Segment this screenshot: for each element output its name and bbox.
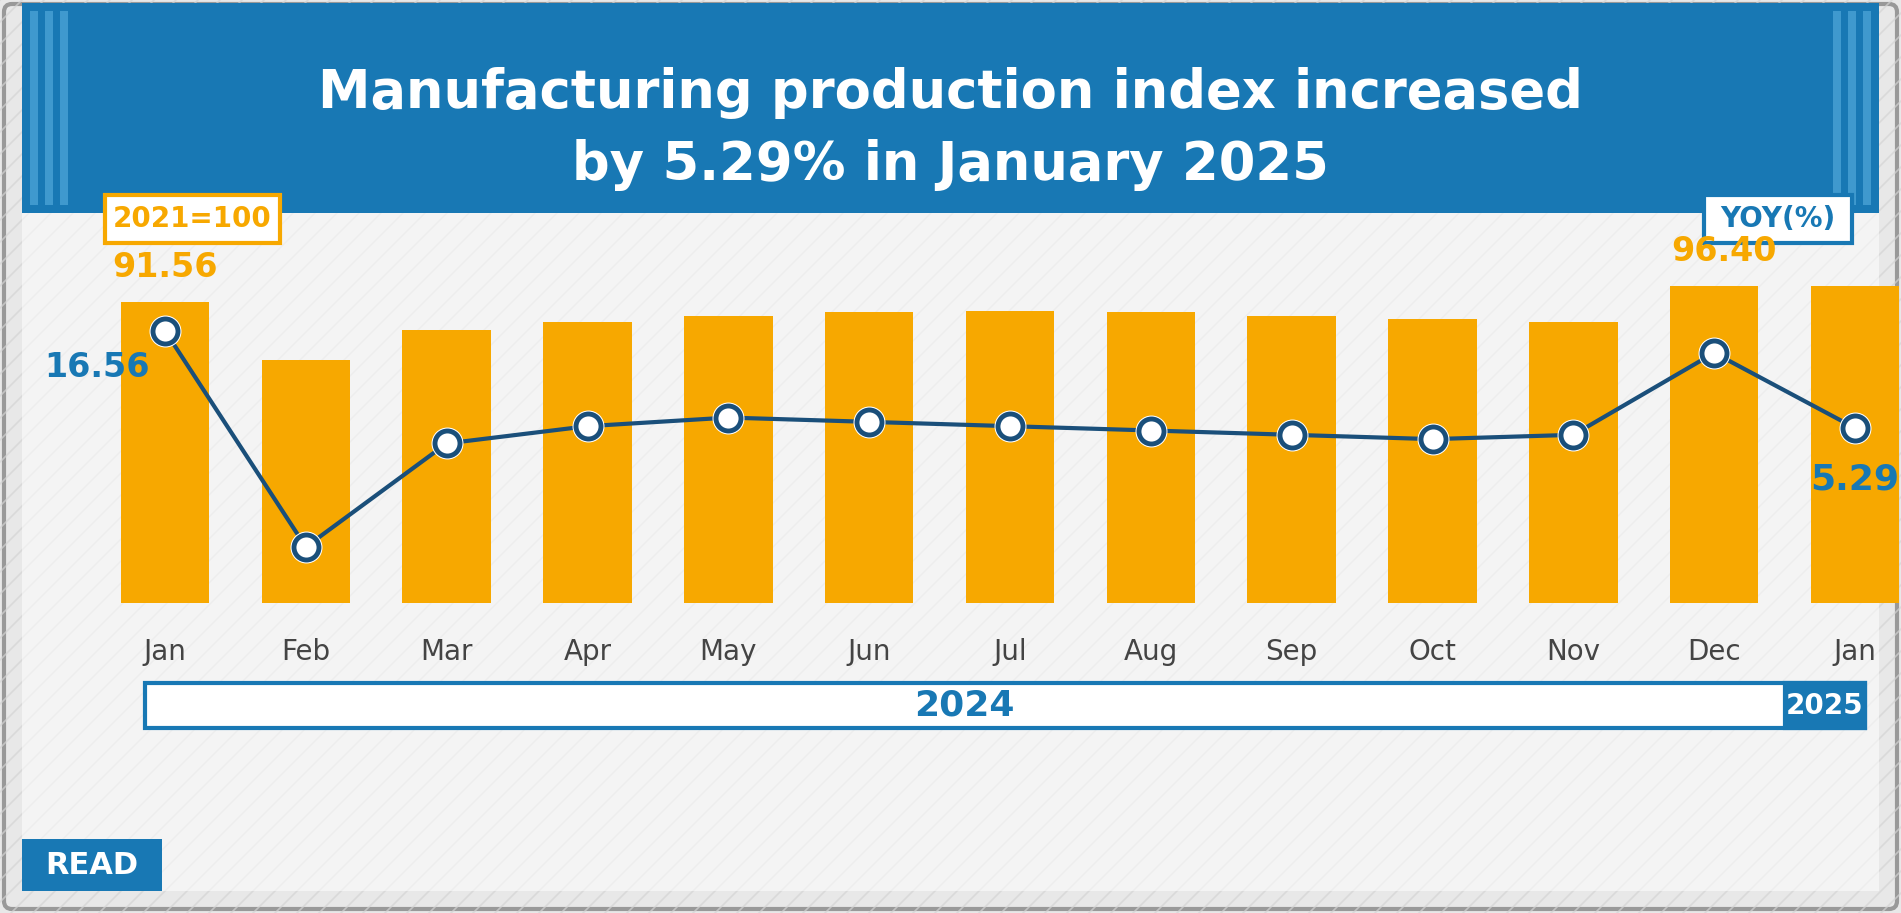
- Text: YOY(%): YOY(%): [1720, 205, 1836, 233]
- Text: Manufacturing production index increased: Manufacturing production index increased: [317, 67, 1582, 119]
- Bar: [122, 302, 209, 603]
- Text: Mar: Mar: [420, 638, 473, 666]
- Bar: [1247, 316, 1336, 603]
- Bar: [1106, 312, 1196, 603]
- Text: Sep: Sep: [1266, 638, 1317, 666]
- Text: 2021=100: 2021=100: [114, 205, 272, 233]
- Bar: [403, 331, 490, 603]
- Text: Jul: Jul: [992, 638, 1027, 666]
- Bar: [144, 683, 1865, 728]
- Bar: [23, 198, 1878, 891]
- Bar: [966, 310, 1055, 603]
- Bar: [1812, 287, 1899, 603]
- Text: May: May: [700, 638, 757, 666]
- Text: Jun: Jun: [848, 638, 892, 666]
- Text: Jan: Jan: [144, 638, 186, 666]
- Bar: [1669, 287, 1758, 603]
- Bar: [1703, 195, 1852, 243]
- Text: 96.40: 96.40: [1671, 236, 1777, 268]
- Text: Nov: Nov: [1546, 638, 1601, 666]
- Text: 2024: 2024: [914, 688, 1015, 722]
- Bar: [1848, 11, 1855, 205]
- Text: by 5.29% in January 2025: by 5.29% in January 2025: [572, 139, 1329, 191]
- Text: 5.29: 5.29: [1810, 463, 1899, 497]
- Text: 16.56: 16.56: [44, 351, 150, 383]
- Text: 91.56: 91.56: [112, 251, 219, 284]
- Bar: [105, 195, 279, 243]
- Text: Dec: Dec: [1688, 638, 1741, 666]
- Text: Feb: Feb: [281, 638, 331, 666]
- Bar: [1863, 11, 1871, 205]
- Text: Apr: Apr: [563, 638, 612, 666]
- FancyBboxPatch shape: [4, 4, 1897, 909]
- Bar: [30, 11, 38, 205]
- Bar: [46, 11, 53, 205]
- Bar: [544, 322, 631, 603]
- Text: 2025: 2025: [1785, 691, 1863, 719]
- Text: Aug: Aug: [1123, 638, 1179, 666]
- Bar: [1388, 319, 1477, 603]
- Bar: [684, 316, 772, 603]
- Text: Oct: Oct: [1409, 638, 1456, 666]
- Bar: [1528, 322, 1618, 603]
- Bar: [1833, 11, 1840, 205]
- Bar: [262, 360, 350, 603]
- Bar: [23, 3, 1878, 213]
- Text: Jan: Jan: [1834, 638, 1876, 666]
- Bar: [23, 839, 162, 891]
- Bar: [1785, 683, 1865, 728]
- Bar: [825, 312, 912, 603]
- Bar: [61, 11, 68, 205]
- Text: READ: READ: [46, 851, 139, 879]
